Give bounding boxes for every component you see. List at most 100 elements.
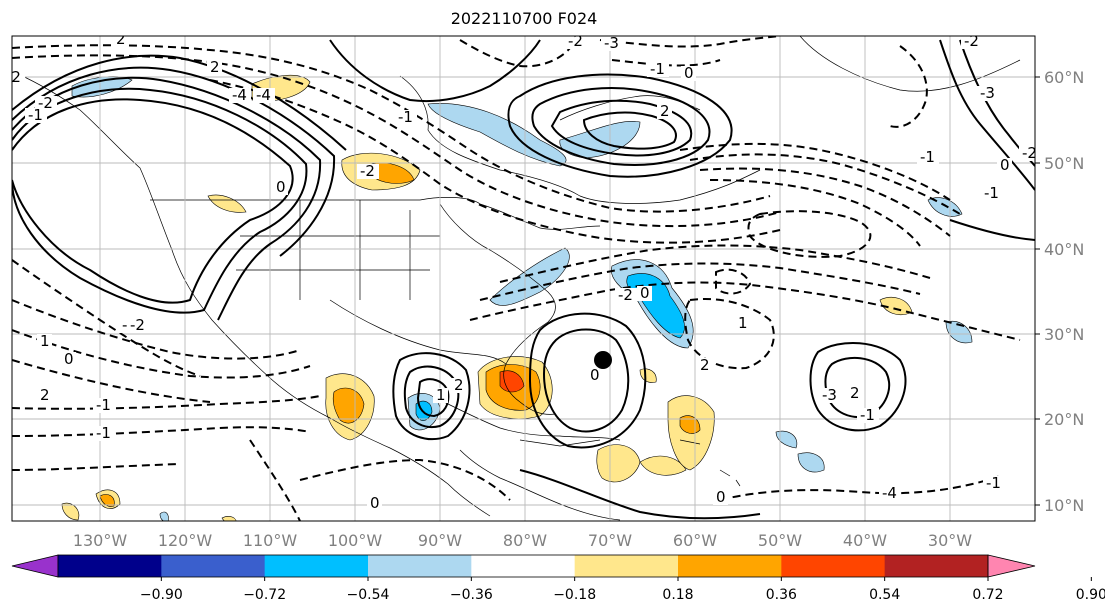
- contour-label-bg: [681, 66, 696, 81]
- contour-label-bg: [357, 164, 379, 179]
- fill-blue-se-atl: [945, 320, 973, 344]
- contour-label-bg: [997, 158, 1012, 173]
- contour-label: 2: [700, 356, 710, 374]
- contour-label: -1: [986, 474, 1001, 492]
- contour-label: -4: [232, 86, 247, 104]
- contour-label-bg: [587, 368, 602, 383]
- map-panel: 2-2-2-1-4-42-1-2-3-210-42-1-1-20-1022100…: [6, 30, 1035, 521]
- contour-label-bg: [977, 86, 999, 101]
- y-tick-label: 20°N: [1044, 410, 1084, 429]
- contour-label-bg: [647, 62, 669, 77]
- contour-label-bg: [601, 36, 623, 51]
- contour-label-bg: [253, 88, 275, 103]
- x-tick-label: 70°W: [588, 531, 632, 550]
- map-title: 2022110700 F024: [450, 9, 598, 28]
- x-tick-label: 50°W: [758, 531, 802, 550]
- contour-label: -2: [6, 68, 21, 86]
- contour-label-bg: [229, 88, 251, 103]
- y-tick-label: 50°N: [1044, 154, 1084, 173]
- colorbar: −0.90 −0.72 −0.54 −0.36 −0.18 0.18 0.36 0.54 0.7…: [11, 554, 1105, 603]
- contour-label: -3: [980, 84, 995, 102]
- colorbar-segment: [58, 555, 162, 577]
- x-tick-label: 100°W: [328, 531, 383, 550]
- colorbar-extension-high: [987, 554, 1036, 578]
- colorbar-tick-label: 0.90: [1076, 587, 1105, 603]
- fill-yellow-west: [207, 194, 247, 213]
- contour-label-bg: [93, 426, 115, 441]
- colorbar-segment: [574, 555, 679, 577]
- contour-label: -2: [38, 94, 53, 112]
- colorbar-segment: [471, 555, 576, 577]
- contour-label: 1: [436, 386, 446, 404]
- fill-blue-se-atl2: [775, 430, 798, 449]
- contour-label: -1: [920, 148, 935, 166]
- contour-label-bg: [113, 36, 128, 47]
- contour-label: -1: [984, 184, 999, 202]
- colorbar-tick-label: −0.90: [140, 587, 183, 603]
- x-tick-label: 90°W: [418, 531, 462, 550]
- contour-label-bg: [37, 388, 52, 403]
- contour-label-bg: [25, 108, 47, 123]
- contour-label-bg: [637, 286, 652, 301]
- contour-label: -3: [604, 34, 619, 52]
- fill-blue-labrador: [559, 121, 641, 159]
- contour-label: -1: [28, 106, 43, 124]
- contour-label: -2: [964, 32, 979, 50]
- contour-label-bg: [917, 150, 939, 165]
- contour-label: 2: [454, 376, 464, 394]
- contour-label-bg: [451, 378, 466, 393]
- contour-label: 0: [276, 178, 286, 196]
- fill-blue-nw: [71, 76, 133, 98]
- fill-blue-edge: [159, 511, 169, 521]
- contour-label-bg: [735, 316, 750, 331]
- contour-label: -1: [860, 406, 875, 424]
- y-tick-label: 40°N: [1044, 240, 1084, 259]
- colorbar-tick-label: −0.36: [450, 587, 493, 603]
- contour-label: -1: [96, 396, 111, 414]
- fill-red-florida: [499, 370, 525, 393]
- map-frame: [11, 35, 1036, 522]
- contour-label-bg: [879, 486, 901, 501]
- contour-label-bg: [207, 60, 222, 75]
- contour-label-bg: [565, 36, 587, 49]
- contour-label: -4: [256, 86, 271, 104]
- contour-label-bg: [61, 352, 76, 367]
- colorbar-segment: [884, 555, 989, 577]
- contour-label: -2: [618, 286, 633, 304]
- colorbar-tick-label: 0.54: [869, 587, 900, 603]
- x-tick-labels: 130°W 120°W 110°W 100°W 90°W 80°W 70°W 6…: [73, 531, 972, 550]
- colorbar-extension-low: [11, 554, 59, 578]
- contour-label: 2: [850, 384, 860, 402]
- contour-label: 1: [738, 314, 748, 332]
- coastlines: [17, 36, 1021, 521]
- y-tick-label: 60°N: [1044, 68, 1084, 87]
- contour-label: -1: [650, 60, 665, 78]
- fill-orange-pacific: [99, 494, 115, 507]
- contour-label: 0: [716, 488, 726, 506]
- fill-blue-se-atl3: [797, 452, 825, 473]
- contour-label-bg: [273, 180, 288, 195]
- colorbar-tick-label: −0.54: [347, 587, 390, 603]
- y-tick-labels: 60°N 50°N 40°N 30°N 20°N 10°N: [1044, 68, 1084, 515]
- contour-label: 0: [64, 350, 74, 368]
- contour-label: 2: [210, 58, 220, 76]
- contour-label-bg: [367, 496, 382, 511]
- fill-orange-plains: [371, 162, 415, 184]
- contour-label-bg: [657, 104, 672, 119]
- y-tick-label: 10°N: [1044, 496, 1084, 515]
- contour-label-bg: [961, 36, 983, 49]
- contour-label: 2: [116, 30, 126, 48]
- x-tick-label: 30°W: [928, 531, 972, 550]
- contour-label: -2: [130, 316, 145, 334]
- x-tick-label: 80°W: [503, 531, 547, 550]
- contour-label-bg: [819, 388, 841, 403]
- contour-label-bg: [35, 96, 57, 111]
- contour-labels: 2-2-2-1-4-42-1-2-3-210-42-1-1-20-1022100…: [6, 30, 1035, 512]
- colorbar-tick-label: 0.18: [662, 587, 693, 603]
- colorbar-segment: [161, 555, 266, 577]
- contour-label-bg: [697, 358, 712, 373]
- contour-label: -1: [96, 424, 111, 442]
- tick-marks: [1035, 76, 1040, 506]
